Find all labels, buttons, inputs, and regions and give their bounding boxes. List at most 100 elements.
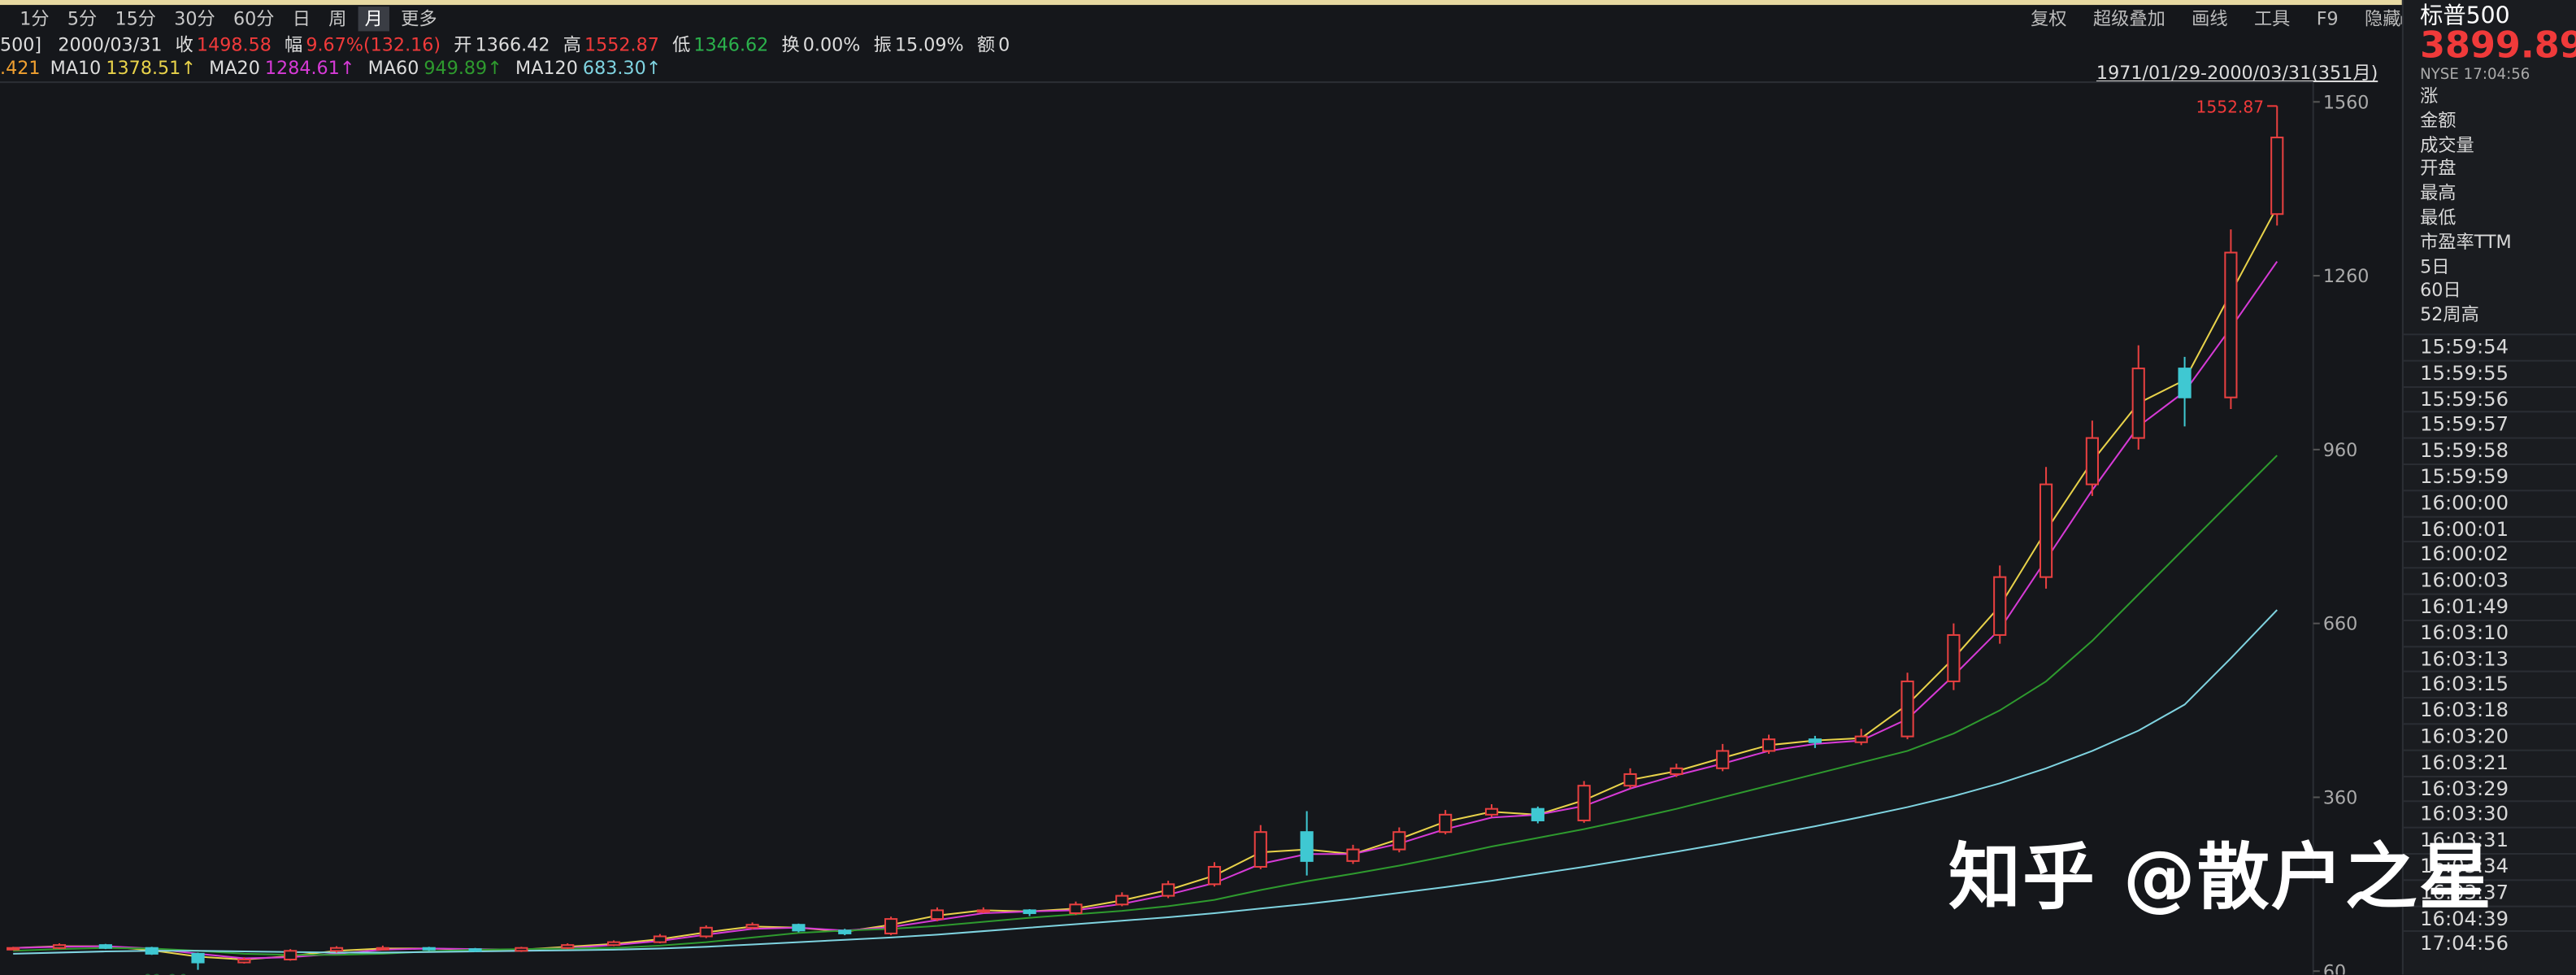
tick-time: 16:03:37 (2403, 878, 2576, 905)
field-value: 1346.62 (693, 34, 769, 56)
tick-list: 15:59:54 15:59:55 15:59:56 15:59:57 15:59:58… (2403, 333, 2576, 957)
info-row: 500] 2000/03/31 收 1498.58 幅 9.67%(132.16) 开 136… (0, 31, 1023, 57)
quote-label: 52周高 (2420, 304, 2479, 326)
period-tab[interactable]: 周 (328, 8, 347, 30)
ma-label: MA120 (515, 57, 578, 80)
ma-line (13, 455, 2278, 956)
chart: 60 360 660 960 1260 1560 1552.87 62.28 (0, 81, 2370, 975)
field-label: 高 (563, 34, 581, 56)
period-tab[interactable]: 1分 (20, 8, 50, 30)
period-tabs: 1分 5分 15分 30分 60分日周月更多 (13, 7, 449, 32)
symbol: 500] (0, 34, 42, 56)
candle-body (1484, 807, 1499, 816)
candle-body (1300, 831, 1314, 862)
candle-body (2131, 368, 2145, 439)
tick-time: 16:03:29 (2403, 774, 2576, 801)
candle-body (1346, 848, 1360, 862)
tools: 复权 超级叠加 画线 工具 F9 隐藏▸ (2024, 7, 2430, 31)
tool-button[interactable]: 复权 (2031, 8, 2067, 30)
tick-time: 16:00:01 (2403, 515, 2576, 542)
field-value: 1366.42 (475, 34, 550, 56)
field-value: 0.00% (802, 34, 861, 56)
ma-legend: .421 MA10 1378.51↑ MA20 1284.61↑ MA60 949.89↑ M… (0, 58, 675, 79)
ma-label: MA10 (50, 57, 102, 80)
period-tab[interactable]: 30分 (174, 8, 215, 30)
quote-label: 最高 (2420, 182, 2457, 204)
candle-body (884, 918, 898, 934)
period-tab[interactable]: 5分 (67, 8, 98, 30)
field-value: 0 (998, 34, 1010, 56)
candle-body (930, 909, 945, 921)
quote-label: 涨 (2420, 85, 2439, 107)
candle-body (2224, 251, 2238, 398)
top-border (0, 0, 2576, 6)
candle-body (145, 947, 159, 955)
tick-time: 16:03:18 (2403, 697, 2576, 723)
tick-time: 16:00:02 (2403, 541, 2576, 568)
quote-labels: 涨金额 成交量 开盘 最高 最低 市盈率TTM 5日 60日 52周高 (2404, 85, 2576, 329)
tick-time: 16:04:39 (2403, 904, 2576, 931)
ma-label: MA20 (209, 57, 260, 80)
candle-body (1023, 909, 1036, 914)
y-tick-label: 60 (2323, 961, 2346, 974)
ma-line (13, 260, 2278, 960)
candle-body (1716, 750, 1730, 769)
candle-body (561, 944, 575, 949)
candle-body (1577, 785, 1591, 821)
period-tab[interactable]: 15分 (115, 8, 157, 30)
tick-time: 16:00:00 (2403, 489, 2576, 516)
period-tab[interactable]: 日 (292, 8, 311, 30)
candle-body (838, 929, 852, 934)
candle-body (98, 944, 112, 949)
candle-body (699, 926, 713, 938)
ma-value: 1378.51↑ (106, 57, 196, 80)
ma5-value: .421 (0, 57, 41, 80)
tick-time: 15:59:54 (2403, 333, 2576, 359)
candle-body (2085, 437, 2099, 485)
field-label: 开 (454, 34, 472, 56)
ma-label: MA60 (367, 57, 419, 80)
candle-body (1761, 738, 1776, 752)
y-tick-label: 1260 (2323, 266, 2370, 287)
ma-line (13, 207, 2278, 960)
period-tab[interactable]: 60分 (232, 8, 275, 30)
tool-button[interactable]: F9 (2316, 8, 2339, 30)
watermark: 知乎 @散户之星 (1948, 836, 2493, 921)
tool-button[interactable]: 工具 (2253, 8, 2291, 30)
tick-time: 16:03:31 (2403, 826, 2576, 853)
candle-body (1808, 738, 1822, 743)
date-range: 1971/01/29-2000/03/31(351月) (2096, 62, 2378, 85)
candle-body (792, 924, 806, 932)
candle-body (1162, 883, 1175, 897)
ma-line (13, 609, 2278, 955)
candle-body (1670, 767, 1683, 775)
candle-body (284, 950, 298, 960)
candle-body (2178, 368, 2192, 398)
candle-body (52, 944, 67, 949)
candle-body (237, 958, 251, 964)
candle-body (191, 952, 205, 964)
tick-time: 16:01:49 (2403, 593, 2576, 619)
candle-body (1623, 773, 1637, 787)
quote-name: 标普500 (2420, 3, 2510, 30)
period-tab[interactable]: 更多 (401, 8, 437, 30)
tool-button[interactable]: 画线 (2192, 8, 2228, 30)
candle-body (468, 948, 482, 952)
candle-body (376, 947, 389, 951)
candle-body (1392, 831, 1406, 851)
quote-panel: 标普500 3899.89 NYSE 17:04:56 涨金额 成交量 开盘 最高 最低… (2401, 0, 2576, 975)
period-tab[interactable]: 月 (358, 7, 390, 32)
field-label: 换 (781, 34, 800, 56)
candle-body (1531, 807, 1544, 821)
field-label: 低 (672, 34, 691, 56)
tick-time: 17:04:56 (2403, 930, 2576, 957)
field-value: 1552.87 (584, 34, 659, 56)
candle-body (1947, 633, 1961, 682)
candle-body (976, 909, 990, 913)
quote-time: 17:04:56 (2463, 67, 2530, 85)
tool-button[interactable]: 超级叠加 (2092, 8, 2165, 30)
tick-time: 16:00:03 (2403, 567, 2576, 594)
field-label: 幅 (285, 34, 303, 56)
candle-body (515, 947, 528, 952)
